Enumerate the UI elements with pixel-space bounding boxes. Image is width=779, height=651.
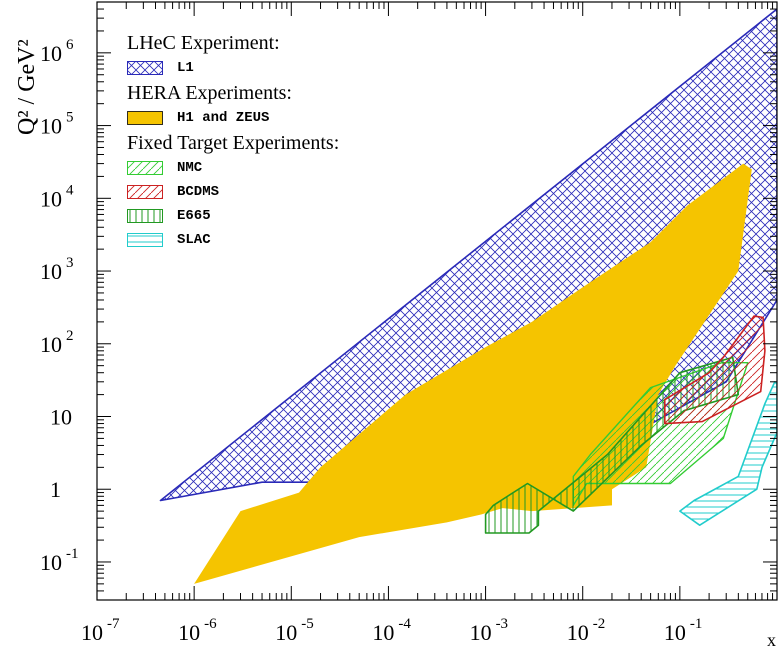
region-slac <box>679 380 777 527</box>
legend-swatch-e665 <box>127 209 163 223</box>
legend-swatch-bcdms <box>127 185 163 199</box>
legend-item-e665: E665 <box>127 204 339 228</box>
legend-label-nmc: NMC <box>177 160 203 176</box>
x-axis-label: x <box>767 630 776 650</box>
legend-item-slac: SLAC <box>127 228 339 252</box>
legend-label-h1-zeus: H1 and ZEUS <box>177 110 270 126</box>
y-axis-label: Q² / GeV² <box>14 39 40 135</box>
y-tick-label: 10 2 <box>40 328 74 357</box>
legend-header-lhec: LHeC Experiment: <box>127 32 280 54</box>
legend-item-h1-zeus: H1 and ZEUS <box>127 106 339 130</box>
x-tick-label: 10 -4 <box>372 616 411 645</box>
legend-swatch-slac <box>127 233 163 247</box>
y-tick-label: 10 6 <box>40 37 74 66</box>
x-tick-label: 10 -2 <box>567 616 606 645</box>
legend-swatch-h1-zeus <box>127 111 163 125</box>
x-tick-label: 10 -1 <box>664 616 703 645</box>
legend-header-hera: HERA Experiments: <box>127 82 292 104</box>
axis-layer: 10 -7 10 -6 10 -5 10 -4 10 -3 10 -2 10 -1 10 -1 1 10 10 2 10… <box>40 1 778 645</box>
y-tick-label: 1 <box>50 477 61 502</box>
legend-swatch-l1 <box>127 61 163 75</box>
legend-item-l1: L1 <box>127 56 339 80</box>
x-tick-label: 10 -5 <box>275 616 314 645</box>
x-tick-label: 10 -6 <box>178 616 217 645</box>
legend-label-l1: L1 <box>177 60 194 76</box>
y-tick-label: 10 <box>50 405 72 430</box>
plot-layer <box>159 8 777 584</box>
legend-item-bcdms: BCDMS <box>127 180 339 204</box>
x-tick-label: 10 -3 <box>470 616 509 645</box>
y-tick-label: 10 5 <box>40 110 74 139</box>
y-tick-label: 10 4 <box>40 182 74 211</box>
legend-label-slac: SLAC <box>177 232 211 248</box>
legend-label-bcdms: BCDMS <box>177 184 220 200</box>
legend-item-nmc: NMC <box>127 156 339 180</box>
legend: LHeC Experiment: L1 HERA Experiments: H1… <box>127 30 339 252</box>
y-tick-label: 10 3 <box>40 255 74 284</box>
legend-label-e665: E665 <box>177 208 211 224</box>
legend-swatch-nmc <box>127 161 163 175</box>
plot-frame <box>96 1 778 601</box>
region-bcdms <box>663 315 766 425</box>
y-tick-label: 10 -1 <box>40 546 79 575</box>
x-tick-label: 10 -7 <box>81 616 120 645</box>
legend-header-fixed: Fixed Target Experiments: <box>127 132 340 154</box>
